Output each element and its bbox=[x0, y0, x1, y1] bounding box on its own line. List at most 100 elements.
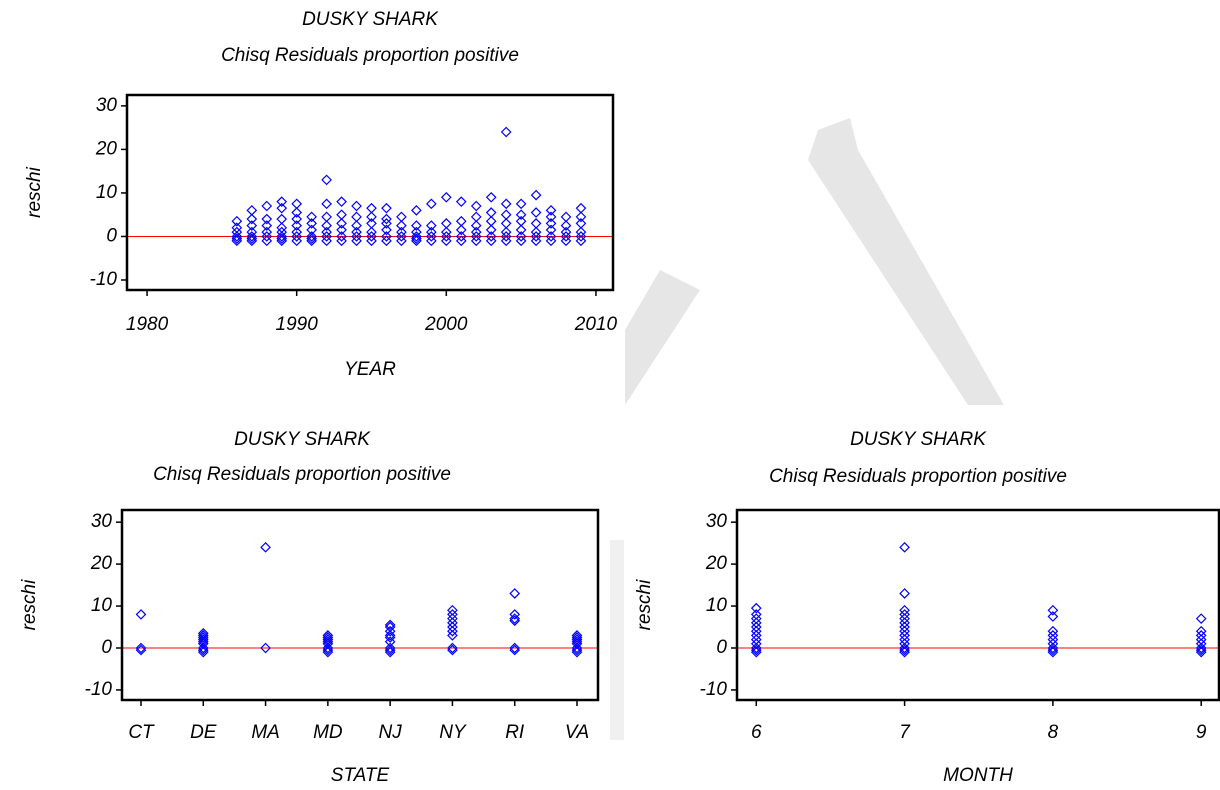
data-point bbox=[485, 207, 497, 218]
plot-frame bbox=[120, 508, 600, 702]
data-point bbox=[515, 198, 527, 210]
data-point bbox=[560, 235, 572, 247]
data-point bbox=[197, 638, 209, 650]
y-tick-label: 20 bbox=[705, 553, 728, 574]
data-point bbox=[750, 609, 762, 620]
data-point bbox=[135, 642, 147, 654]
y-tick-label: 10 bbox=[91, 595, 113, 616]
data-point bbox=[381, 213, 392, 225]
data-point bbox=[384, 646, 396, 658]
data-point bbox=[750, 644, 762, 656]
data-point bbox=[1047, 642, 1059, 654]
data-point bbox=[571, 646, 583, 658]
y-tick-label: 0 bbox=[101, 637, 112, 658]
data-point bbox=[447, 644, 458, 656]
data-point bbox=[396, 220, 407, 231]
data-point bbox=[899, 621, 910, 633]
data-point bbox=[899, 588, 910, 599]
plot-frame bbox=[125, 93, 615, 292]
data-point bbox=[351, 200, 362, 212]
chart-title: DUSKY SHARK bbox=[850, 429, 987, 450]
data-point bbox=[560, 226, 572, 238]
data-point bbox=[545, 231, 557, 242]
data-point bbox=[571, 630, 583, 641]
data-point bbox=[470, 211, 482, 223]
data-point bbox=[899, 604, 910, 616]
data-point bbox=[530, 218, 542, 229]
data-point bbox=[322, 634, 334, 645]
y-tick-label: 10 bbox=[706, 595, 728, 616]
data-point bbox=[1047, 646, 1059, 658]
chart-subtitle: Chisq Residuals proportion positive bbox=[153, 464, 451, 485]
data-point bbox=[384, 630, 396, 641]
data-point bbox=[396, 211, 407, 223]
chart-subtitle: Chisq Residuals proportion positive bbox=[769, 466, 1067, 487]
data-point bbox=[899, 646, 910, 658]
data-point bbox=[1047, 611, 1059, 622]
data-point bbox=[485, 224, 497, 236]
data-point bbox=[261, 235, 273, 247]
data-point bbox=[231, 215, 243, 227]
data-point bbox=[261, 213, 273, 225]
data-point bbox=[336, 209, 347, 221]
data-point bbox=[545, 211, 557, 223]
data-point bbox=[291, 198, 303, 210]
data-point bbox=[470, 231, 482, 242]
data-point bbox=[321, 220, 332, 231]
data-point bbox=[197, 630, 209, 641]
data-point bbox=[455, 215, 467, 227]
data-point bbox=[447, 613, 458, 624]
x-tick-label: 2000 bbox=[424, 314, 468, 335]
data-point bbox=[366, 226, 377, 238]
data-point bbox=[440, 235, 452, 247]
data-point bbox=[261, 220, 273, 231]
data-point bbox=[530, 226, 542, 238]
plot-frame bbox=[735, 508, 1220, 702]
data-point bbox=[261, 200, 273, 212]
data-point bbox=[231, 231, 243, 242]
data-point bbox=[899, 642, 910, 654]
data-point bbox=[291, 231, 303, 242]
data-point bbox=[440, 231, 452, 242]
chart-title: DUSKY SHARK bbox=[302, 9, 439, 30]
data-point bbox=[1195, 625, 1207, 637]
data-point bbox=[500, 209, 512, 221]
x-tick-label: 7 bbox=[899, 722, 911, 743]
data-point bbox=[1047, 638, 1059, 650]
data-point bbox=[899, 630, 910, 641]
watermark bbox=[610, 118, 1004, 740]
data-point bbox=[509, 613, 521, 624]
data-point bbox=[575, 231, 587, 242]
data-point bbox=[246, 204, 258, 216]
data-point bbox=[384, 625, 396, 637]
data-point bbox=[899, 617, 910, 629]
data-point bbox=[197, 636, 209, 648]
data-point bbox=[485, 235, 497, 247]
data-point bbox=[366, 231, 377, 242]
y-tick-label: 30 bbox=[91, 511, 113, 532]
data-point bbox=[261, 226, 273, 238]
data-point bbox=[322, 636, 334, 648]
data-point bbox=[231, 222, 243, 234]
data-point bbox=[447, 609, 458, 620]
watermark-bar bbox=[610, 540, 624, 740]
data-point bbox=[440, 218, 452, 229]
data-point bbox=[447, 642, 458, 654]
data-point bbox=[530, 231, 542, 242]
data-point bbox=[291, 220, 303, 231]
data-point bbox=[515, 231, 527, 242]
data-point bbox=[321, 235, 332, 247]
data-point bbox=[384, 619, 396, 631]
data-point bbox=[455, 235, 467, 247]
data-point bbox=[351, 235, 362, 247]
data-point bbox=[197, 644, 209, 656]
data-point bbox=[750, 625, 762, 637]
data-point bbox=[509, 644, 521, 656]
data-point bbox=[384, 644, 396, 656]
chart-subtitle: Chisq Residuals proportion positive bbox=[221, 45, 519, 66]
data-point bbox=[750, 630, 762, 641]
data-point bbox=[321, 174, 332, 186]
data-point bbox=[500, 218, 512, 229]
data-point bbox=[440, 191, 452, 203]
